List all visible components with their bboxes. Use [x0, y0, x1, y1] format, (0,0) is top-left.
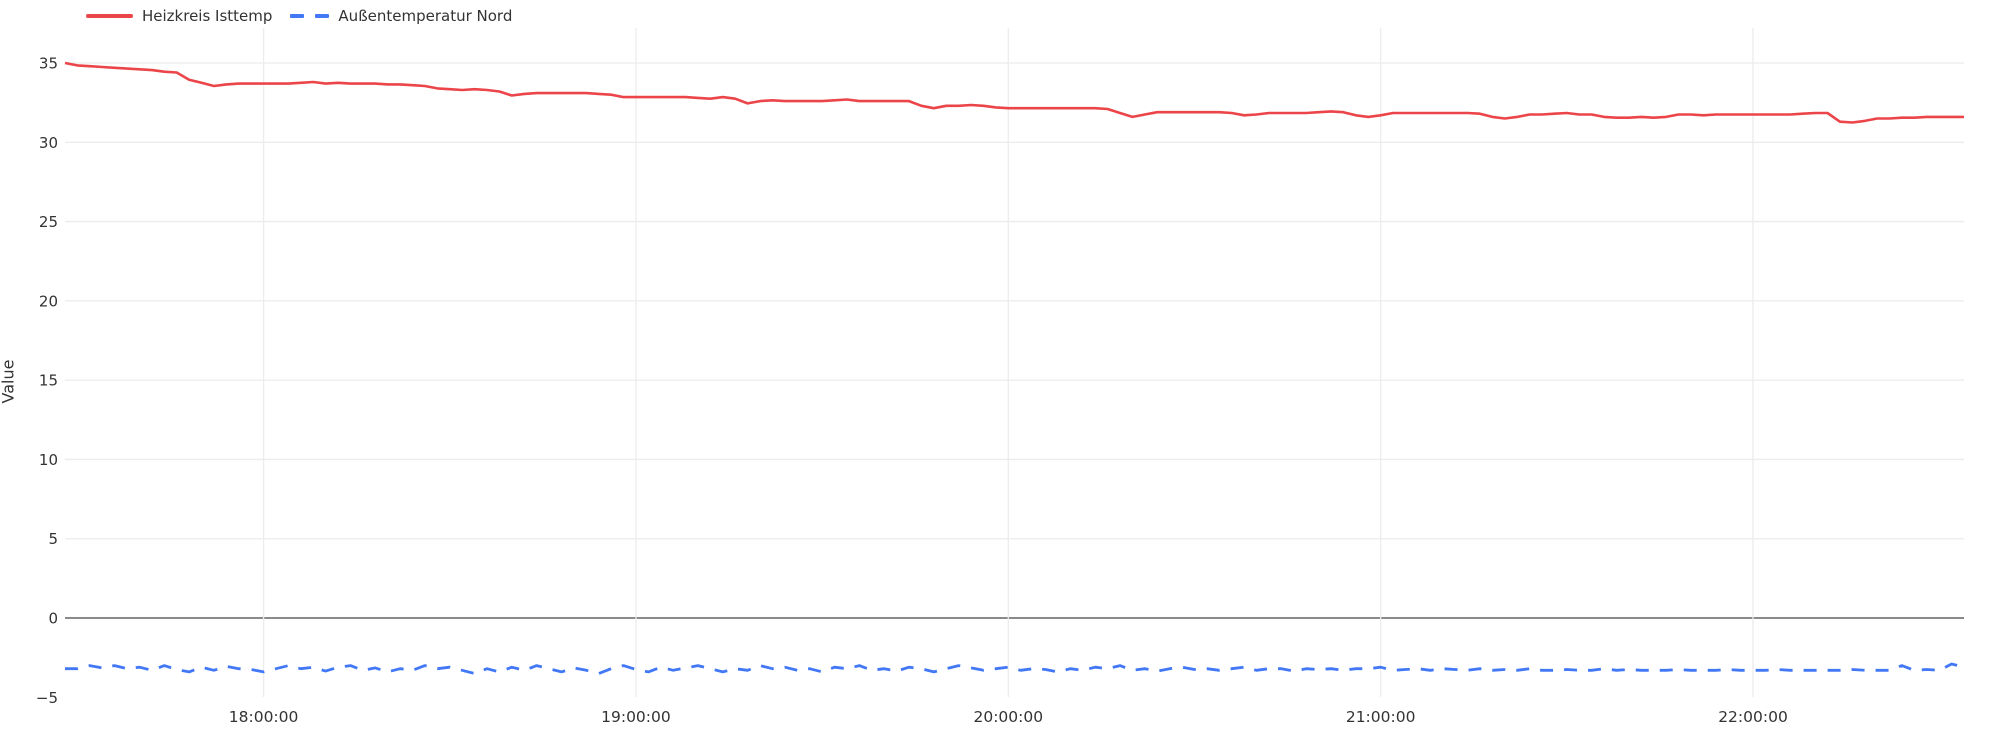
x-tick-label: 20:00:00	[973, 708, 1043, 726]
legend-dashed-line-swatch-icon	[290, 14, 330, 18]
y-tick-label: 10	[39, 451, 58, 469]
legend-item-aussentemperatur-nord[interactable]: Außentemperatur Nord	[290, 7, 512, 25]
x-tick-label: 21:00:00	[1346, 708, 1416, 726]
y-tick-label: 30	[39, 134, 58, 152]
y-tick-label: 0	[48, 610, 58, 628]
y-tick-label: 35	[39, 55, 58, 73]
heizkreis-isttemp-line	[64, 61, 1964, 124]
y-tick-label: 5	[48, 530, 58, 548]
y-tick-label: −5	[36, 689, 58, 707]
y-tick-label: 15	[39, 372, 58, 390]
x-tick-label: 18:00:00	[229, 708, 299, 726]
legend-item-heizkreis-isttemp[interactable]: Heizkreis Isttemp	[86, 7, 272, 25]
y-tick-label: 20	[39, 292, 58, 310]
chart-legend: Heizkreis Isttemp Außentemperatur Nord	[86, 7, 512, 25]
x-tick-label: 19:00:00	[601, 708, 671, 726]
legend-solid-line-swatch-icon	[86, 14, 133, 18]
legend-item-label: Heizkreis Isttemp	[142, 7, 273, 25]
legend-item-label: Außentemperatur Nord	[338, 7, 513, 25]
y-tick-label: 25	[39, 213, 58, 231]
aussentemperatur-nord-line	[65, 662, 1965, 675]
x-tick-label: 22:00:00	[1718, 708, 1788, 726]
